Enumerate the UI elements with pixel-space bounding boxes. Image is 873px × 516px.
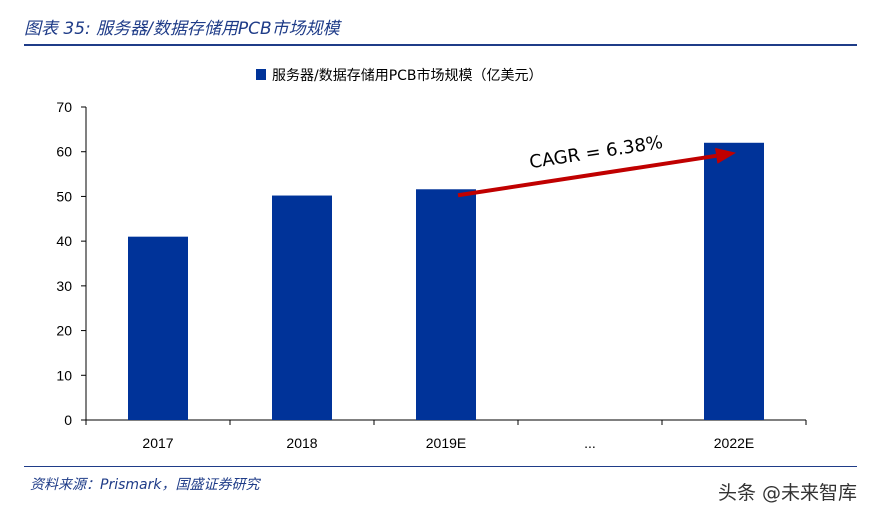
y-tick-label: 10 bbox=[56, 367, 72, 383]
y-tick-label: 70 bbox=[56, 99, 72, 115]
legend-label: 服务器/数据存储用PCB市场规模（亿美元） bbox=[272, 67, 543, 84]
y-tick-label: 40 bbox=[56, 233, 72, 249]
x-tick-label: 2017 bbox=[142, 435, 173, 451]
title-divider bbox=[24, 44, 857, 46]
x-tick-label: 2018 bbox=[286, 435, 317, 451]
figure-title: 图表 35: 服务器/数据存储用PCB市场规模 bbox=[24, 19, 340, 39]
bar-2017 bbox=[128, 236, 188, 420]
x-tick-label: ... bbox=[584, 435, 596, 451]
cagr-arrow-head bbox=[715, 147, 736, 164]
footer-divider bbox=[24, 466, 857, 467]
bar-2022E bbox=[704, 142, 764, 420]
y-tick-label: 50 bbox=[56, 188, 72, 204]
source-note: 资料来源：Prismark，国盛证券研究 bbox=[30, 477, 260, 493]
bar-series bbox=[128, 142, 764, 420]
y-tick-label: 60 bbox=[56, 144, 72, 160]
bar-chart: 服务器/数据存储用PCB市场规模（亿美元） 0 10 20 30 40 50 60 70 20… bbox=[56, 67, 807, 451]
y-tick-label: 0 bbox=[64, 412, 72, 428]
watermark: 头条 @未来智库 bbox=[717, 482, 857, 504]
cagr-annotation: CAGR = 6.38% bbox=[457, 132, 736, 198]
x-axis: 2017 2018 2019E... 2022E bbox=[85, 419, 807, 451]
x-tick-label: 2022E bbox=[714, 435, 754, 451]
cagr-arrow-shaft bbox=[457, 153, 717, 198]
bar-2018 bbox=[272, 195, 332, 420]
y-tick-label: 30 bbox=[56, 278, 72, 294]
x-tick-label: 2019E bbox=[426, 435, 466, 451]
bar-2019E bbox=[416, 189, 476, 420]
legend-swatch bbox=[256, 69, 266, 80]
y-axis: 0 10 20 30 40 50 60 70 bbox=[56, 99, 87, 428]
chart-legend: 服务器/数据存储用PCB市场规模（亿美元） bbox=[256, 67, 543, 84]
y-tick-label: 20 bbox=[56, 323, 72, 339]
